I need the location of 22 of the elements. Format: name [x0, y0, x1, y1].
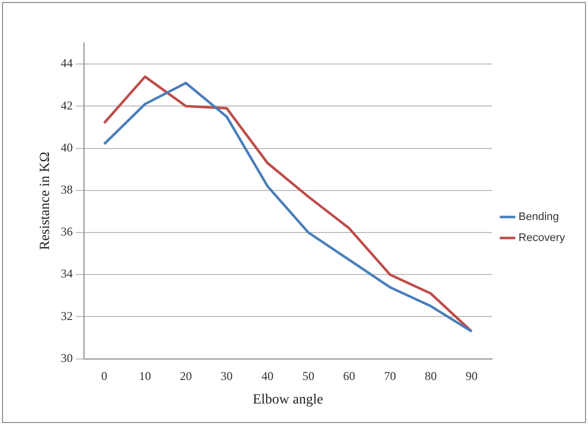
y-tick-label: 40	[60, 140, 73, 154]
x-tick-label: 50	[302, 369, 314, 384]
legend-label: Recovery	[518, 232, 566, 244]
y-tick-label: 42	[60, 98, 73, 112]
y-tick-label: 36	[60, 224, 73, 239]
x-tick-label: 70	[384, 369, 396, 384]
y-tick-label: 38	[60, 182, 73, 197]
x-tick-label: 30	[220, 369, 233, 384]
y-tick-label: 30	[60, 350, 73, 365]
y-axis-title: Resistance in KΩ	[38, 152, 54, 250]
x-tick-label: 20	[180, 369, 192, 384]
x-tick-label: 0	[101, 369, 108, 384]
x-tick-label: 60	[343, 369, 356, 384]
x-tick-label: 90	[466, 369, 478, 384]
x-tick-label: 80	[424, 369, 437, 384]
x-tick-label: 10	[139, 369, 152, 384]
x-tick-label: 40	[262, 369, 274, 384]
x-axis-title: Elbow angle	[252, 392, 324, 408]
y-tick-label: 32	[60, 308, 73, 323]
legend-label: Bending	[518, 211, 559, 224]
y-tick-label: 44	[60, 56, 73, 70]
y-tick-label: 34	[60, 266, 73, 281]
